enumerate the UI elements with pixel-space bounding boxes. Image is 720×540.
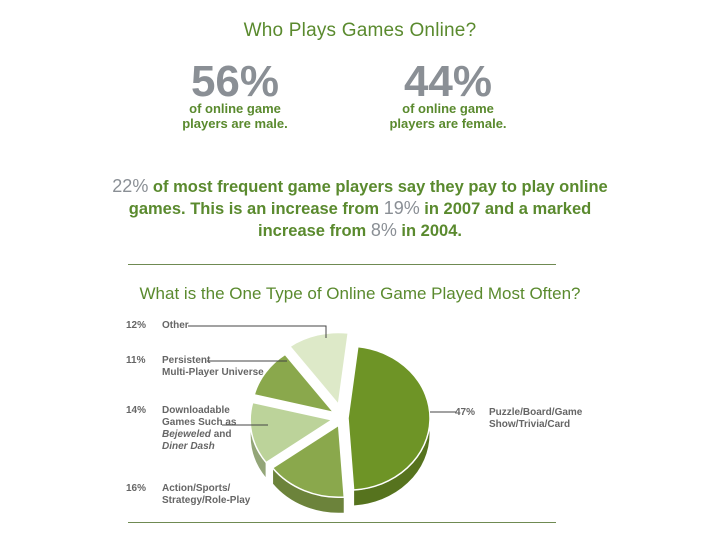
label-bejeweled: Bejeweled [162,429,211,440]
label-persistent: Persistent Multi-Player Universe [162,355,264,379]
leader-lines [188,325,456,426]
male-caption-line1: of online game [189,101,281,116]
chart-title: What is the One Type of Online Game Play… [139,284,581,303]
label-diner-dash: Diner Dash [162,441,215,452]
female-caption-line1: of online game [402,101,494,116]
label-download-line2: Games Such as [162,417,237,428]
label-action: Action/Sports/ Strategy/Role-Play [162,483,250,507]
pie-slice-1 [271,423,346,498]
label-download-line4: Diner Dash [162,441,236,453]
male-caption: of online game players are male. [150,101,320,131]
male-percent: 56% [190,57,280,106]
para-text-3: in 2004. [396,222,462,240]
pie-top [249,331,431,498]
label-download-pct: 14% [126,405,147,416]
female-caption: of online game players are female. [363,101,533,131]
label-download-line3: Bejeweled and [162,429,236,441]
para-text-2: in 2007 and a marked increase from [258,200,592,240]
label-persistent-pct: 11% [126,355,146,366]
leader-other [188,325,327,338]
pay-to-play-paragraph: 22% of most frequent game players say th… [110,176,610,242]
label-persistent-line2: Multi-Player Universe [162,367,264,378]
pct-2004: 8% [370,220,397,240]
label-download: Downloadable Games Such as Bejeweled and… [162,405,236,453]
label-puzzle-pct: 47% [455,407,476,418]
label-action-line2: Strategy/Role-Play [162,495,251,506]
label-puzzle: Puzzle/Board/Game Show/Trivia/Card [489,407,582,431]
male-caption-line2: players are male. [182,116,288,131]
page-title: Who Plays Games Online? [243,20,477,41]
divider-top [128,264,556,265]
para-text-1: of most frequent game players say they p… [128,178,608,218]
label-and: and [210,429,232,440]
pct-2008: 22% [112,176,149,196]
label-puzzle-line2: Show/Trivia/Card [489,419,571,430]
pie-slice-0 [347,345,431,491]
pie-slice-2 [249,401,335,464]
label-download-line1: Downloadable [162,405,230,416]
label-persistent-line1: Persistent [162,355,211,366]
pie-slice-4 [288,331,350,407]
label-other: Other [162,320,189,331]
pie-slice-3 [253,353,336,414]
label-other-pct: 12% [126,320,147,331]
female-caption-line2: players are female. [389,116,507,131]
divider-bottom [128,522,556,523]
label-action-pct: 16% [126,483,147,494]
female-percent: 44% [403,57,493,106]
pct-2007: 19% [383,198,420,218]
label-puzzle-line1: Puzzle/Board/Game [489,407,583,418]
label-action-line1: Action/Sports/ [162,483,231,494]
